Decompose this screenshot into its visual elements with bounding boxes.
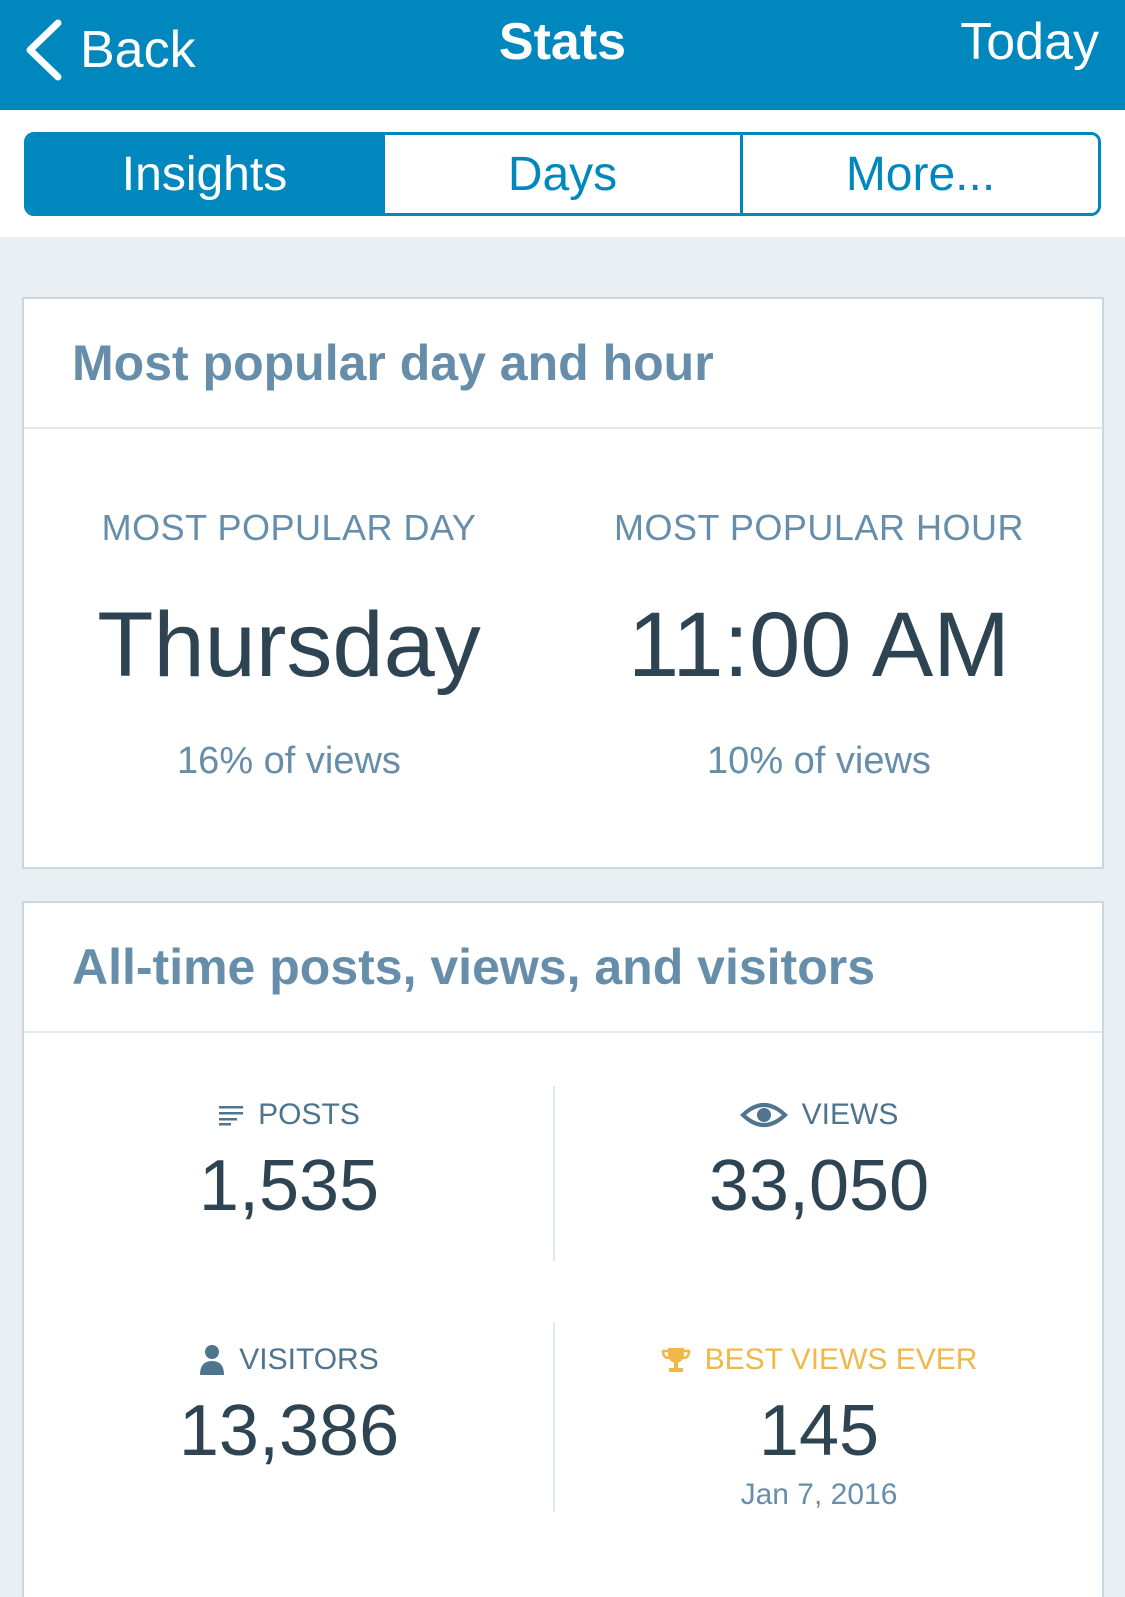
alltime-card: All-time posts, views, and visitors POST… xyxy=(22,901,1104,1597)
tab-more[interactable]: More... xyxy=(740,135,1098,213)
popular-card-title: Most popular day and hour xyxy=(72,335,714,391)
tab-days[interactable]: Days xyxy=(382,135,740,213)
popular-hour-label: MOST POPULAR HOUR xyxy=(614,507,1024,548)
posts-icon xyxy=(219,1106,244,1126)
stat-best-value: 145 xyxy=(758,1391,880,1471)
popular-card: Most popular day and hour MOST POPULAR D… xyxy=(22,297,1104,869)
back-button[interactable]: Back xyxy=(22,10,196,90)
stat-best-header: BEST VIEWS EVER xyxy=(554,1338,1084,1382)
stat-views-label: VIEWS xyxy=(801,1098,899,1131)
stat-best-views: BEST VIEWS EVER 145 Jan 7, 2016 xyxy=(554,1338,1084,1512)
popular-day-percent: 16% of views xyxy=(177,740,401,782)
stat-posts-value: 1,535 xyxy=(198,1146,380,1226)
stat-visitors-header: VISITORS xyxy=(24,1338,554,1382)
segmented-control-container: Insights Days More... xyxy=(0,110,1125,237)
stat-best-date: Jan 7, 2016 xyxy=(740,1478,898,1511)
stat-visitors-value: 13,386 xyxy=(178,1391,400,1471)
trophy-icon xyxy=(661,1348,690,1372)
stat-visitors-label: VISITORS xyxy=(239,1343,379,1376)
chevron-left-icon xyxy=(26,19,62,81)
segmented-control: Insights Days More... xyxy=(24,132,1101,216)
popular-day-label: MOST POPULAR DAY xyxy=(101,507,477,548)
popular-day-value: Thursday xyxy=(97,594,481,696)
person-icon xyxy=(200,1345,225,1375)
eye-icon xyxy=(739,1103,788,1127)
stat-views-value: 33,050 xyxy=(708,1146,930,1226)
stat-views: VIEWS 33,050 xyxy=(554,1093,1084,1227)
popular-hour: MOST POPULAR HOUR 11:00 AM 10% of views xyxy=(554,507,1084,783)
stat-best-label: BEST VIEWS EVER xyxy=(704,1343,978,1376)
alltime-card-header: All-time posts, views, and visitors xyxy=(24,903,1102,1033)
stat-visitors: VISITORS 13,386 xyxy=(24,1338,554,1472)
column-divider xyxy=(553,1086,555,1261)
stat-posts: POSTS 1,535 xyxy=(24,1093,554,1227)
nav-bar: Back Stats Today xyxy=(0,0,1125,110)
alltime-card-title: All-time posts, views, and visitors xyxy=(72,939,876,995)
popular-hour-percent: 10% of views xyxy=(707,740,931,782)
page-title: Stats xyxy=(498,13,627,71)
tab-insights[interactable]: Insights xyxy=(27,135,382,213)
column-divider xyxy=(553,1322,555,1512)
today-button[interactable]: Today xyxy=(960,13,1099,71)
stat-posts-header: POSTS xyxy=(24,1093,554,1137)
popular-day: MOST POPULAR DAY Thursday 16% of views xyxy=(24,507,554,783)
back-label: Back xyxy=(80,21,196,79)
popular-hour-value: 11:00 AM xyxy=(628,594,1010,696)
popular-card-header: Most popular day and hour xyxy=(24,299,1102,429)
stat-views-header: VIEWS xyxy=(554,1093,1084,1137)
stat-posts-label: POSTS xyxy=(258,1098,360,1131)
